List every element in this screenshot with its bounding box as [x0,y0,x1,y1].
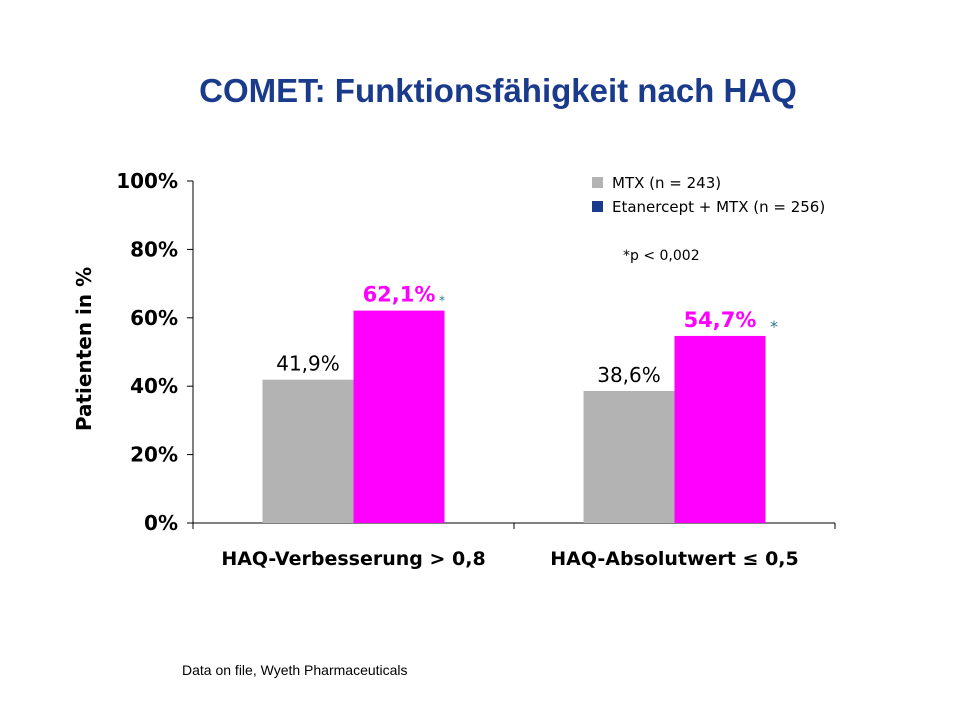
y-tick-label: 40% [130,374,178,398]
y-tick-label: 100% [116,169,178,193]
data-label: 38,6% [597,363,661,387]
legend-label: MTX (n = 243) [612,174,721,192]
bar [262,379,354,523]
data-label: 62,1% [363,283,436,307]
data-label: 54,7% [684,308,757,332]
legend-label: Etanercept + MTX (n = 256) [612,198,825,216]
bar [353,310,445,523]
significance-marker: * [439,294,445,308]
y-tick-label: 0% [144,511,178,535]
x-category-label: HAQ-Verbesserung > 0,8 [221,548,485,570]
legend-swatch [592,201,603,212]
bar [583,390,675,523]
y-axis-title: Patienten in % [72,267,96,431]
legend-swatch [592,177,603,188]
y-tick-label: 80% [130,237,178,261]
significance-marker: * [770,317,778,336]
y-tick-label: 60% [130,306,178,330]
bar [674,335,766,523]
x-category-label: HAQ-Absolutwert ≤ 0,5 [550,548,798,570]
source-footnote: Data on file, Wyeth Pharmaceuticals [182,662,408,678]
significance-note: *p < 0,002 [623,248,700,264]
slide-title: COMET: Funktionsfähigkeit nach HAQ [199,72,797,109]
data-label: 41,9% [276,352,340,376]
y-tick-label: 20% [130,443,178,467]
